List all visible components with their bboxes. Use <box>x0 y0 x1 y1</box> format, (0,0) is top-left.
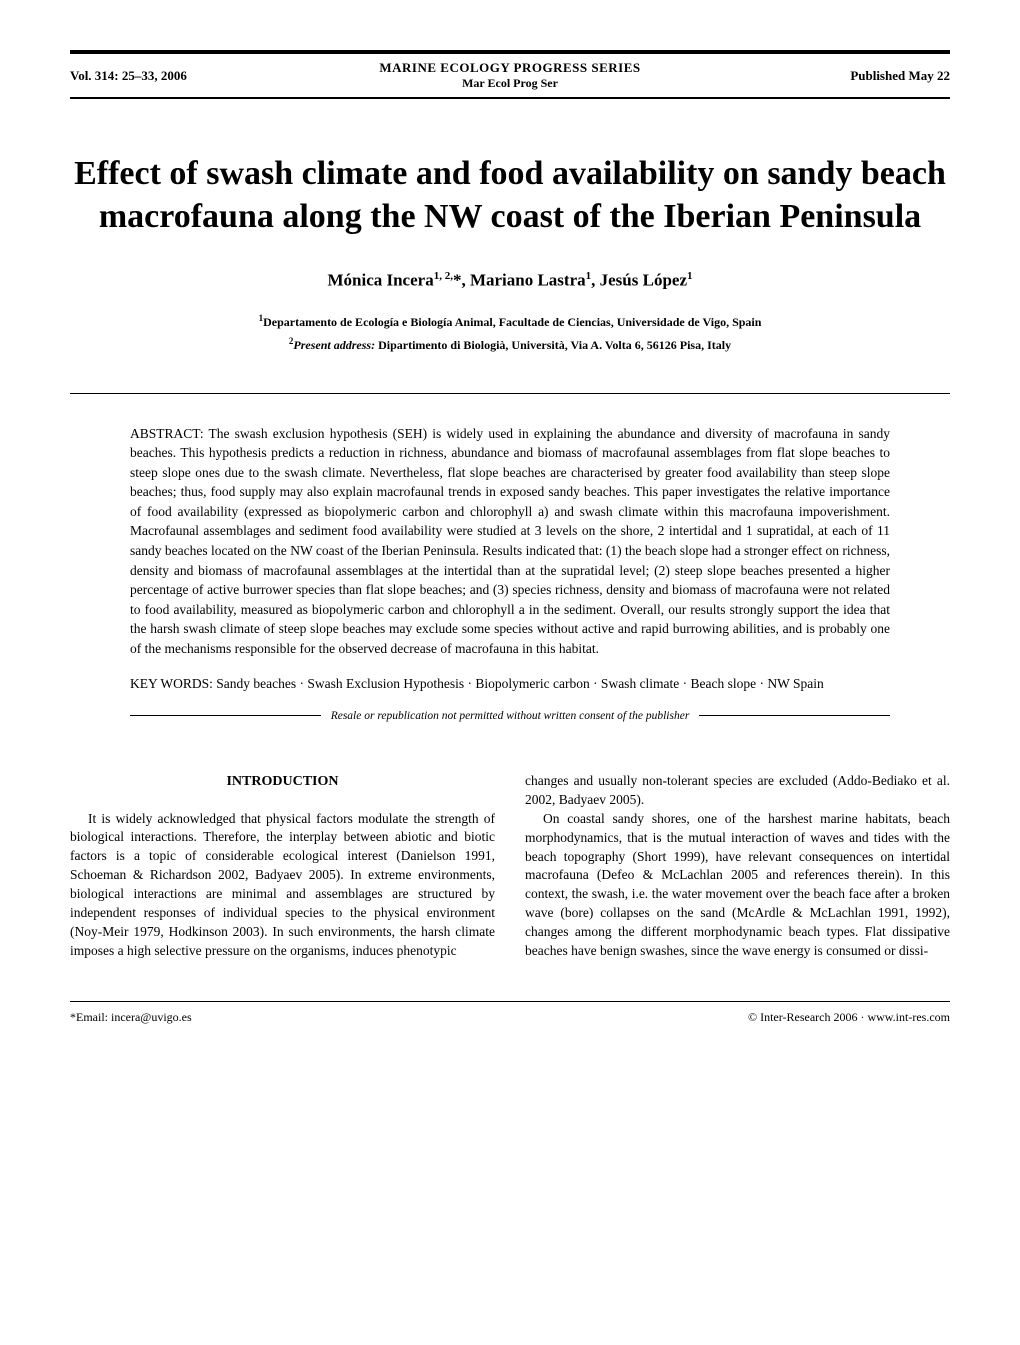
journal-header: Vol. 314: 25–33, 2006 MARINE ECOLOGY PRO… <box>70 50 950 99</box>
divider-rule <box>70 393 950 394</box>
volume-info: Vol. 314: 25–33, 2006 <box>70 68 270 84</box>
corresponding-email: *Email: incera@uvigo.es <box>70 1010 192 1025</box>
affiliation-2-text: Dipartimento di Biologià, Università, Vi… <box>375 338 731 352</box>
body-paragraph: On coastal sandy shores, one of the hars… <box>525 810 950 961</box>
keywords-block: KEY WORDS: Sandy beaches · Swash Exclusi… <box>70 674 950 694</box>
resale-text: Resale or republication not permitted wi… <box>321 710 700 722</box>
copyright-text: © Inter-Research 2006 · www.int-res.com <box>748 1010 950 1025</box>
abstract-text: The swash exclusion hypothesis (SEH) is … <box>130 426 890 656</box>
keywords-text: Sandy beaches · Swash Exclusion Hypothes… <box>216 676 824 691</box>
journal-name-block: MARINE ECOLOGY PROGRESS SERIES Mar Ecol … <box>270 60 750 91</box>
body-column-right: changes and usually non-tolerant species… <box>525 772 950 961</box>
resale-line-left <box>130 715 321 716</box>
body-paragraph: changes and usually non-tolerant species… <box>525 772 950 810</box>
affiliation-1: 1Departamento de Ecología e Biología Ani… <box>70 313 950 330</box>
affiliation-2: 2Present address: Dipartimento di Biolog… <box>70 336 950 353</box>
keywords-label: KEY WORDS: <box>130 676 216 691</box>
body-columns: INTRODUCTION It is widely acknowledged t… <box>70 772 950 961</box>
intro-heading: INTRODUCTION <box>70 772 495 792</box>
affiliation-1-text: Departamento de Ecología e Biología Anim… <box>263 315 761 329</box>
body-column-left: INTRODUCTION It is widely acknowledged t… <box>70 772 495 961</box>
resale-notice: Resale or republication not permitted wi… <box>130 710 890 722</box>
present-address-label: Present address: <box>293 338 375 352</box>
page-footer: *Email: incera@uvigo.es © Inter-Research… <box>70 1001 950 1025</box>
abstract-label: ABSTRACT: <box>130 426 209 441</box>
authors-line: Mónica Incera1, 2,*, Mariano Lastra1, Je… <box>70 270 950 291</box>
body-paragraph: It is widely acknowledged that physical … <box>70 810 495 961</box>
journal-full-name: MARINE ECOLOGY PROGRESS SERIES <box>270 60 750 76</box>
resale-line-right <box>699 715 890 716</box>
abstract-block: ABSTRACT: The swash exclusion hypothesis… <box>70 424 950 659</box>
journal-abbr-name: Mar Ecol Prog Ser <box>270 76 750 91</box>
article-title: Effect of swash climate and food availab… <box>70 153 950 238</box>
publish-date: Published May 22 <box>750 68 950 84</box>
